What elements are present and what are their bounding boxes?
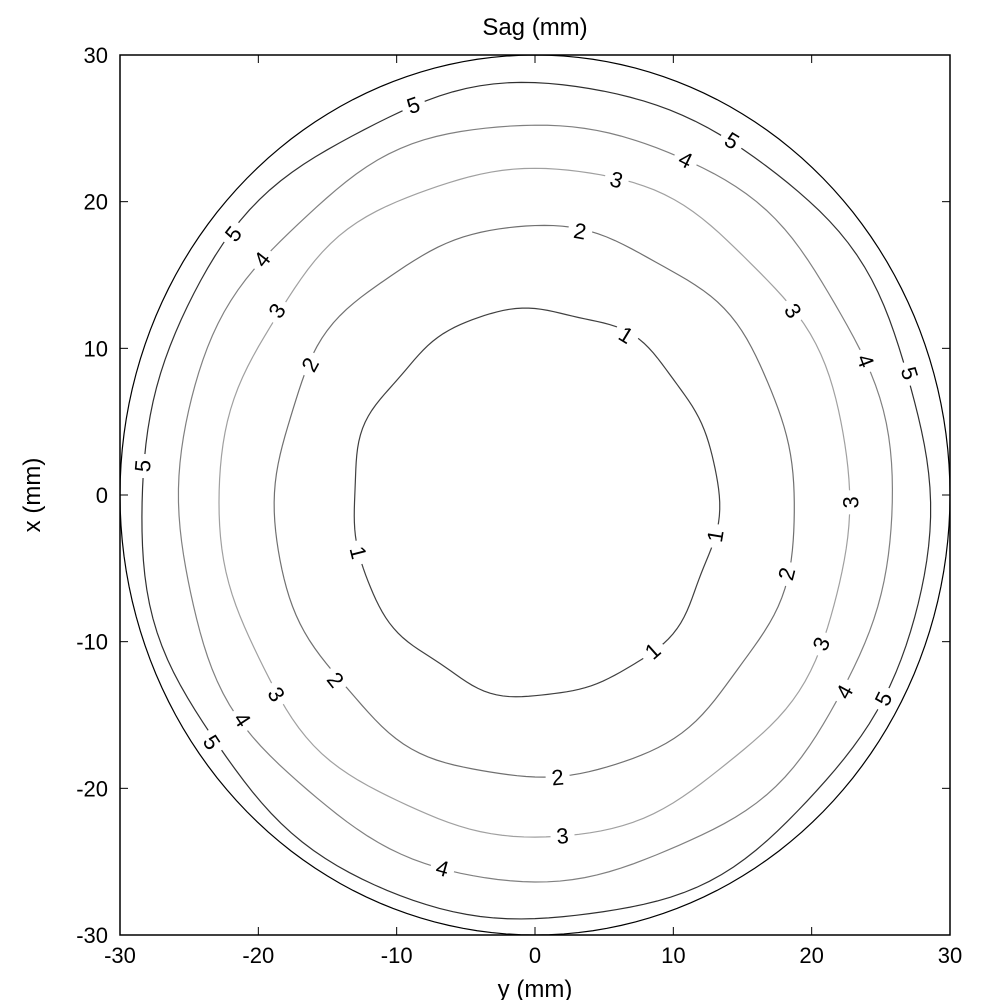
xtick-label: 30 bbox=[938, 943, 962, 968]
contour-label-group: 2 bbox=[544, 762, 570, 791]
contour-label-group: 3 bbox=[776, 293, 812, 328]
contour-label-group: 4 bbox=[849, 344, 883, 376]
contour-level-1 bbox=[354, 308, 720, 697]
ytick-label: 30 bbox=[84, 43, 108, 68]
contour-label-group: 3 bbox=[803, 627, 837, 660]
contour-label: 5 bbox=[130, 459, 156, 473]
contour-chart: -30 -20 -10 0 10 20 30 -30 -20 -10 0 10 20 30 Sag (mm)… bbox=[0, 0, 983, 1000]
ytick-label: 0 bbox=[96, 483, 108, 508]
contour-label-group: 4 bbox=[428, 851, 458, 884]
xtick-label: 10 bbox=[661, 943, 685, 968]
contour-label-group: 3 bbox=[836, 490, 863, 514]
contour-label-group: 2 bbox=[318, 661, 354, 697]
contour-label-group: 1 bbox=[609, 316, 644, 352]
contour-label-group: 2 bbox=[770, 559, 802, 589]
xtick-label: 20 bbox=[799, 943, 823, 968]
contour-label-group: 4 bbox=[826, 674, 861, 708]
ytick-label: -30 bbox=[76, 923, 108, 948]
xtick-label: -30 bbox=[104, 943, 136, 968]
contour-label-group: 1 bbox=[634, 632, 670, 668]
xtick-label: -10 bbox=[381, 943, 413, 968]
contour-label-group: 5 bbox=[127, 453, 156, 479]
plot-group: 11112222233333334444445555555 bbox=[120, 55, 950, 935]
contour-label: 3 bbox=[555, 823, 570, 849]
xtick-label: -20 bbox=[242, 943, 274, 968]
contour-level-4 bbox=[178, 125, 892, 882]
contour-label-group: 4 bbox=[243, 241, 279, 277]
ytick-label: 10 bbox=[84, 336, 108, 361]
contour-label: 3 bbox=[838, 496, 863, 508]
contour-label-group: 2 bbox=[292, 347, 327, 381]
contour-label-group: 1 bbox=[699, 522, 730, 550]
contour-label-group: 1 bbox=[343, 537, 375, 567]
ytick-label: -10 bbox=[76, 630, 108, 655]
contour-label-group: 5 bbox=[894, 358, 927, 389]
ytick-label: 20 bbox=[84, 190, 108, 215]
ytick-label: -20 bbox=[76, 776, 108, 801]
contour-label-group: 5 bbox=[397, 88, 428, 121]
contour-label-group: 3 bbox=[602, 163, 632, 196]
contour-label-group: 5 bbox=[715, 122, 750, 158]
y-axis-label: x (mm) bbox=[19, 458, 46, 533]
plot-box bbox=[120, 55, 950, 935]
contour-label-group: 2 bbox=[566, 215, 595, 246]
contour-label-group: 4 bbox=[669, 142, 702, 177]
contour-label-group: 5 bbox=[865, 682, 900, 716]
chart-title: Sag (mm) bbox=[482, 14, 587, 41]
contour-label-group: 3 bbox=[259, 676, 295, 711]
contour-label-group: 5 bbox=[215, 216, 251, 252]
contour-level-5 bbox=[142, 82, 931, 919]
x-axis-label: y (mm) bbox=[498, 976, 573, 1000]
xtick-label: 0 bbox=[529, 943, 541, 968]
contour-level-3 bbox=[219, 168, 850, 837]
boundary-contour bbox=[120, 55, 950, 935]
contour-label: 2 bbox=[550, 765, 565, 791]
chart-container: -30 -20 -10 0 10 20 30 -30 -20 -10 0 10 20 30 Sag (mm)… bbox=[0, 0, 983, 1000]
contour-label-group: 3 bbox=[549, 820, 575, 849]
